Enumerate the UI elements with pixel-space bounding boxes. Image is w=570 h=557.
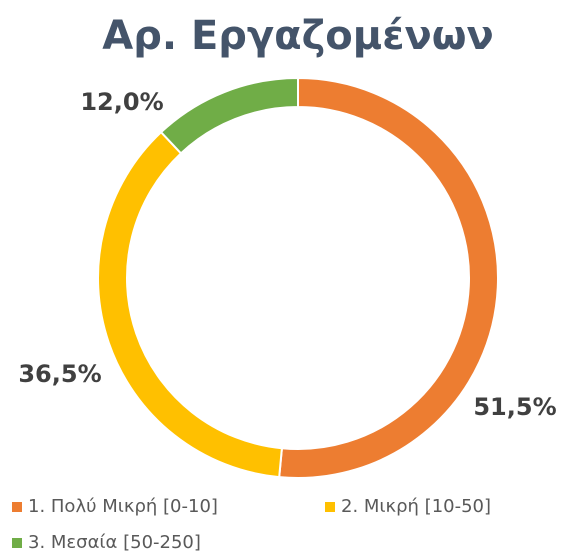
legend-swatch (12, 502, 22, 512)
legend-label: 2. Μικρή [10-50] (341, 496, 491, 517)
donut-slice (159, 76, 299, 155)
donut-slice (97, 130, 283, 479)
legend-label: 1. Πολύ Μικρή [0-10] (28, 496, 218, 517)
donut-slice (278, 76, 499, 479)
data-label: 12,0% (80, 88, 163, 116)
data-label: 36,5% (18, 360, 101, 388)
legend-label: 3. Μεσαία [50-250] (28, 532, 201, 553)
legend-swatch (325, 502, 335, 512)
legend-swatch (12, 538, 22, 548)
data-label: 51,5% (473, 393, 556, 421)
chart-title: Αρ. Εργαζομένων (102, 13, 493, 59)
